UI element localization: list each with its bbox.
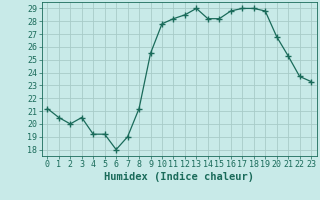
X-axis label: Humidex (Indice chaleur): Humidex (Indice chaleur) xyxy=(104,172,254,182)
